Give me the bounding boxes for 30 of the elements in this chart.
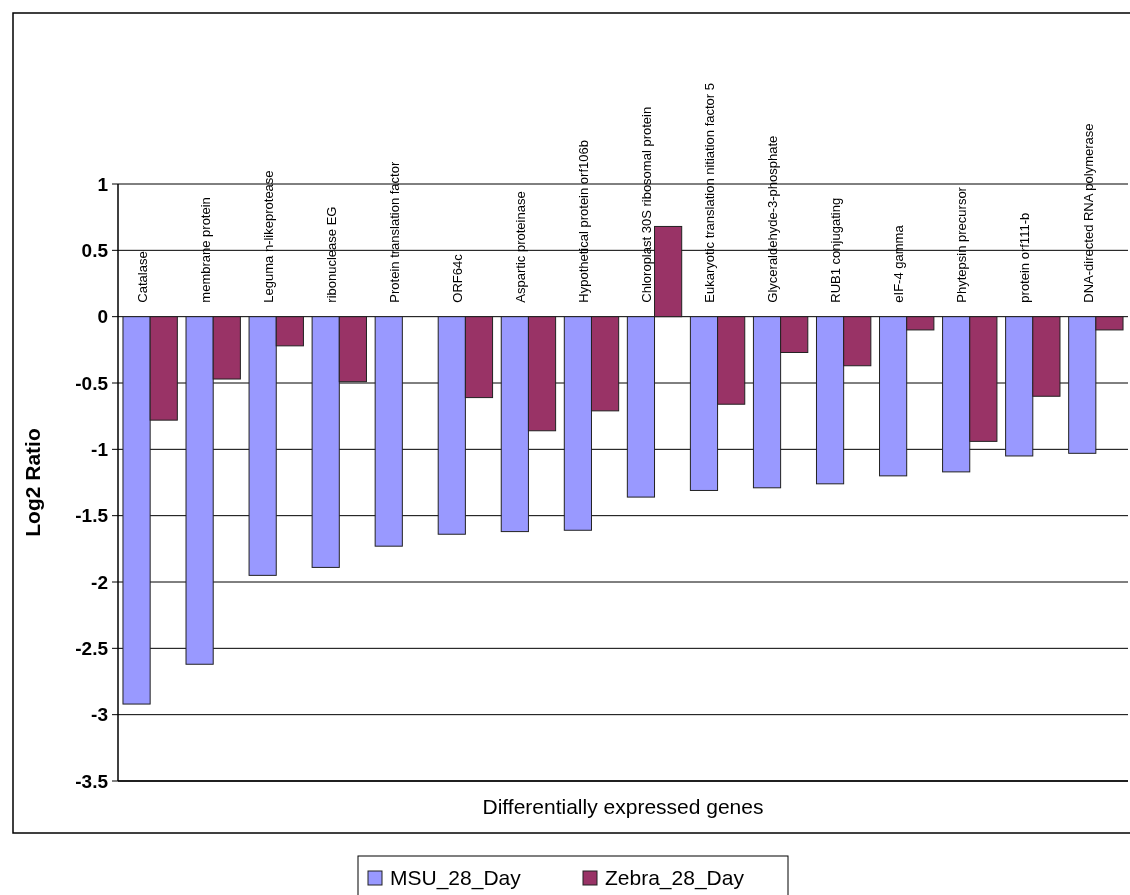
x-tick-label: Protein translation factor (387, 161, 402, 303)
y-tick-label: 0 (97, 306, 108, 328)
x-tick-label: Chloroplast 30S ribosomal protein (639, 106, 655, 303)
x-tick-label: membrane protein (197, 197, 213, 303)
x-tick-label: Hypothetical protein orf106b (576, 140, 592, 303)
x-tick-label: ORF64c (450, 253, 466, 303)
x-tick-label: Phytepsin precursor (954, 186, 970, 303)
legend-label: Zebra_28_Day (605, 866, 745, 891)
x-tick-label: RUB1 conjugating (828, 197, 844, 303)
y-tick-label: -2.5 (75, 637, 109, 659)
y-tick-label: -1.5 (75, 505, 109, 527)
x-tick-label: eIF-4 gamma (891, 224, 907, 303)
x-tick-label: Aspartic proteinase (513, 191, 529, 303)
y-axis-title: Log2 Ratio (21, 428, 44, 537)
x-tick-label: ribonuclease EG (323, 206, 339, 303)
y-tick-label: -2 (91, 571, 108, 593)
x-axis-title: Differentially expressed genes (482, 795, 764, 818)
x-tick-label: Glyceraldehyde-3-phosphate (765, 135, 781, 303)
y-tick-label: -1 (91, 438, 109, 460)
y-tick-label: -0.5 (75, 372, 109, 394)
x-tick-label: Eukaryotic translation nitiation factor 5 (702, 82, 718, 303)
x-tick-label: DNA-directed RNA polymerase (1080, 123, 1096, 303)
legend-label: MSU_28_Day (390, 866, 522, 891)
x-tick-label: Leguma n-likeprotease (260, 170, 276, 303)
x-tick-label: Catalase (134, 251, 150, 303)
x-tick-label: protein orf111-b (1017, 212, 1033, 303)
y-tick-label: -3.5 (75, 770, 109, 792)
y-tick-label: -3 (91, 704, 108, 726)
y-tick-label: 0.5 (81, 239, 109, 261)
y-tick-label: 1 (97, 173, 109, 195)
